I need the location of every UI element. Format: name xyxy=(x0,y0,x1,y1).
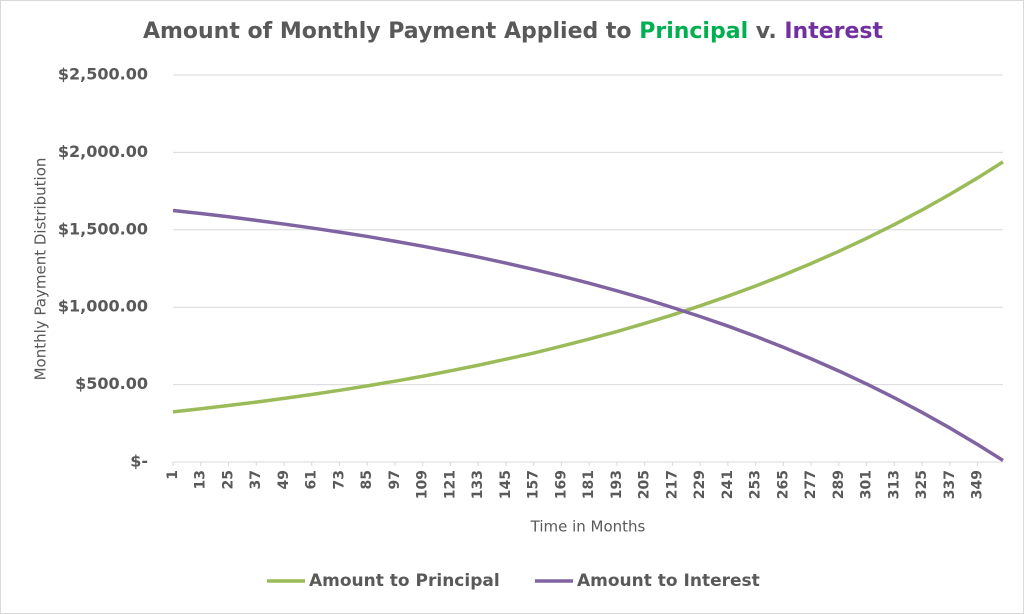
y-tick-label: $1,000.00 xyxy=(58,297,148,316)
x-tick-label: 157 xyxy=(526,470,542,499)
x-tick-label: 205 xyxy=(637,470,653,499)
x-tick-label: 265 xyxy=(775,470,791,499)
x-tick-label: 121 xyxy=(442,470,458,499)
x-tick-label: 49 xyxy=(276,470,292,489)
x-tick-label: 73 xyxy=(331,470,347,489)
x-tick-label: 253 xyxy=(748,470,764,499)
x-tick-label: 217 xyxy=(664,470,680,499)
x-tick-label: 1 xyxy=(165,470,181,480)
x-tick-label: 337 xyxy=(942,470,958,499)
y-tick-label: $2,000.00 xyxy=(58,142,148,161)
x-tick-label: 277 xyxy=(803,470,819,499)
x-tick-label: 37 xyxy=(248,470,264,489)
x-tick-label: 349 xyxy=(970,470,986,499)
y-tick-label: $- xyxy=(130,452,148,471)
x-tick-label: 97 xyxy=(387,470,403,489)
x-tick-label: 13 xyxy=(193,470,209,489)
legend-label: Amount to Interest xyxy=(577,571,760,591)
x-tick-label: 313 xyxy=(886,470,902,499)
x-tick-label: 325 xyxy=(914,470,930,499)
x-tick-label: 133 xyxy=(470,470,486,499)
x-axis-label: Time in Months xyxy=(530,518,646,536)
title-part: Interest xyxy=(784,19,884,44)
x-tick-label: 241 xyxy=(720,470,736,499)
title-part: Principal xyxy=(639,19,749,44)
x-tick-label: 169 xyxy=(553,470,569,499)
x-tick-label: 85 xyxy=(359,470,375,489)
legend-label: Amount to Principal xyxy=(309,571,500,591)
x-tick-label: 181 xyxy=(581,470,597,499)
x-tick-label: 145 xyxy=(498,470,514,499)
x-tick-label: 289 xyxy=(831,470,847,499)
title-part: v. xyxy=(755,19,777,44)
x-tick-label: 229 xyxy=(692,470,708,499)
x-tick-label: 301 xyxy=(859,470,875,499)
x-tick-label: 109 xyxy=(415,470,431,499)
x-tick-label: 193 xyxy=(609,470,625,499)
x-tick-label: 61 xyxy=(304,470,320,489)
y-tick-label: $2,500.00 xyxy=(58,65,148,84)
chart-title: Amount of Monthly Payment Applied to Pri… xyxy=(1,19,1023,44)
series-line xyxy=(172,208,1004,462)
title-part: Amount of Monthly Payment Applied to xyxy=(142,19,632,44)
x-tick-label: 25 xyxy=(220,470,236,489)
y-tick-label: $500.00 xyxy=(75,374,148,393)
y-tick-label: $1,500.00 xyxy=(58,219,148,238)
series-line xyxy=(172,160,1004,414)
y-axis-label: Monthly Payment Distribution xyxy=(32,158,50,381)
